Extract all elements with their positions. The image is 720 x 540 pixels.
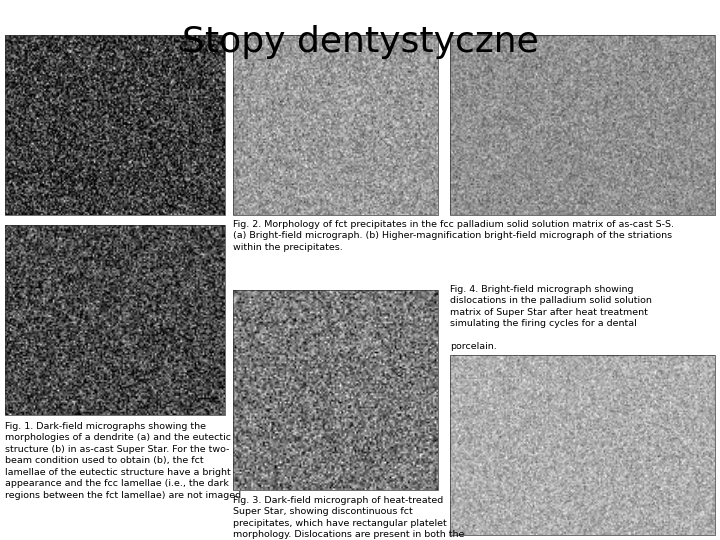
Text: Stopy dentystyczne: Stopy dentystyczne bbox=[181, 25, 539, 59]
Text: Fig. 3. Dark-field micrograph of heat-treated
Super Star, showing discontinuous : Fig. 3. Dark-field micrograph of heat-tr… bbox=[233, 496, 464, 540]
Bar bbox=[233, 35, 438, 215]
Text: Fig. 1. Dark-field micrographs showing the
morphologies of a dendrite (a) and th: Fig. 1. Dark-field micrographs showing t… bbox=[5, 422, 241, 500]
Bar bbox=[450, 35, 715, 215]
Bar bbox=[233, 290, 438, 490]
Text: Fig. 2. Morphology of fct precipitates in the fcc palladium solid solution matri: Fig. 2. Morphology of fct precipitates i… bbox=[233, 220, 674, 252]
Text: Fig. 4. Bright-field micrograph showing
dislocations in the palladium solid solu: Fig. 4. Bright-field micrograph showing … bbox=[450, 285, 652, 351]
Bar bbox=[5, 35, 225, 215]
Bar bbox=[450, 355, 715, 535]
Bar bbox=[5, 225, 225, 415]
